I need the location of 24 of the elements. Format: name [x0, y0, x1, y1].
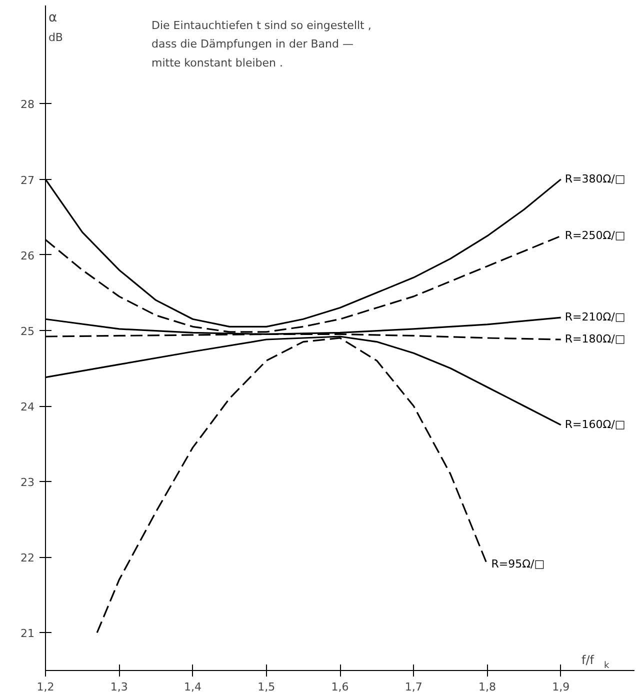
y-tick-label: 26 [20, 249, 35, 262]
y-tick-label: 21 [20, 627, 35, 640]
y-tick-label: 27 [20, 174, 35, 187]
y-tick-label: 24 [20, 400, 35, 414]
series-label: R=95Ω/□ [491, 558, 545, 571]
series-label: R=180Ω/□ [564, 332, 626, 346]
x-tick-label: 1,7 [404, 680, 422, 694]
x-tick-label: 1,2 [36, 680, 54, 694]
y-tick-label: 22 [20, 552, 35, 565]
series-label: R=250Ω/□ [564, 228, 626, 242]
y-axis-title: α dB [48, 10, 63, 44]
series-label: R=380Ω/□ [564, 172, 626, 186]
x-tick-label: 1,5 [258, 680, 276, 694]
y-tick-label: 23 [20, 476, 35, 490]
x-tick-label: 1,6 [331, 680, 349, 694]
x-tick-label: 1,4 [184, 680, 202, 694]
annotation: Die Eintauchtiefen t sind so eingestellt , dass die Dämpfungen in der Band — mitte konstant bleiben . [152, 19, 372, 70]
x-tick-label: 1,9 [552, 680, 570, 694]
series-label: R=160Ω/□ [564, 418, 626, 431]
y-tick-label: 28 [20, 98, 35, 112]
series-label: R=210Ω/□ [564, 310, 626, 324]
y-tick-label: 25 [20, 324, 35, 338]
x-tick-label: 1,8 [478, 680, 496, 694]
x-tick-label: 1,3 [110, 680, 128, 694]
